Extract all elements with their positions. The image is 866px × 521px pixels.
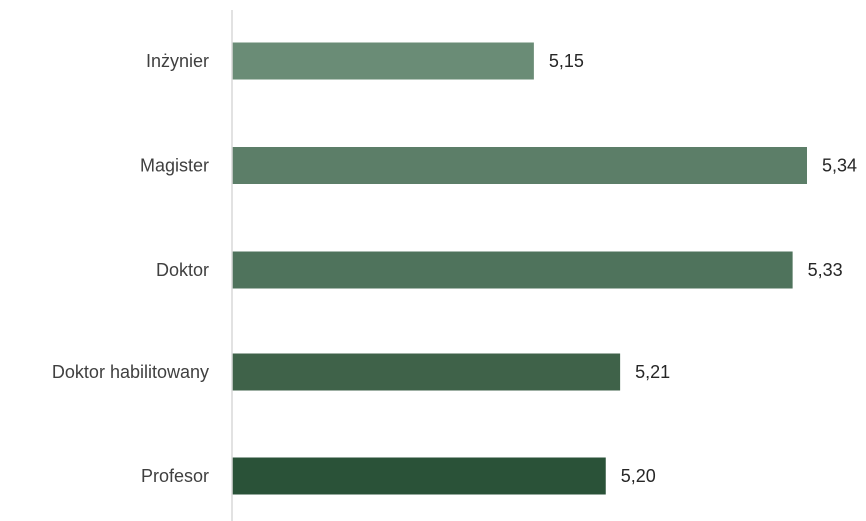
value-labels: 5,15 5,34 5,33 5,21 5,20 [549,51,857,486]
bar [232,457,606,495]
value-label: 5,33 [808,260,843,280]
category-label: Doktor habilitowany [52,362,209,382]
value-label: 5,34 [822,156,857,176]
category-label: Inżynier [146,51,209,71]
value-label: 5,21 [635,362,670,382]
bars-layer [232,42,807,495]
category-labels: Inżynier Magister Doktor Doktor habilitowan… [52,51,209,486]
category-label: Profesor [141,466,209,486]
bar [232,147,807,184]
value-label: 5,15 [549,51,584,71]
category-label: Magister [140,156,209,176]
category-label: Doktor [156,260,209,280]
bar [232,251,793,289]
bar [232,353,621,391]
value-label: 5,20 [621,466,656,486]
bar [232,42,534,80]
